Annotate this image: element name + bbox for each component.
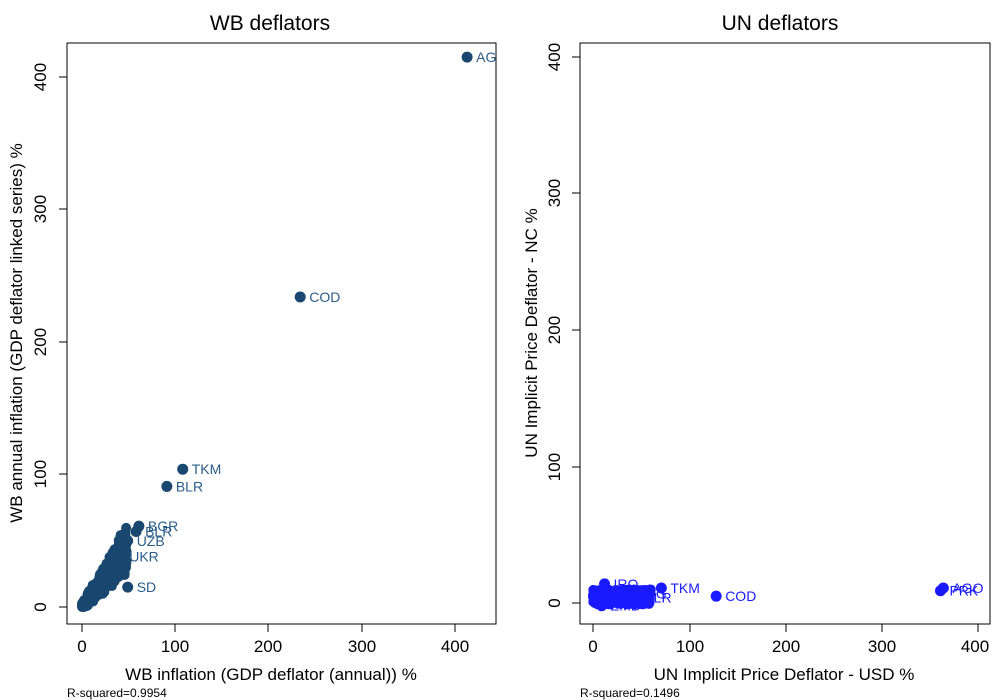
scatter-point <box>130 525 142 537</box>
panel-wb-y-ticks: 0 100 200 300 400 <box>31 63 67 612</box>
panel-wb-x-tick-label: 400 <box>441 637 469 656</box>
panel-un-y-tick-label: 300 <box>545 179 564 207</box>
scatter-point <box>122 581 134 593</box>
panel-un-x-ticks: 0 100 200 300 400 <box>588 624 989 656</box>
scatter-point <box>599 578 611 590</box>
panel-un-y-tick-label: 0 <box>545 598 564 607</box>
scatter-point <box>629 592 641 604</box>
cluster-point <box>84 591 95 602</box>
cluster-point <box>606 596 617 607</box>
panel-wb-y-axis-title: WB annual inflation (GDP deflator linked… <box>7 143 26 523</box>
panel-un-r-squared: R-squared=0.1496 <box>580 686 680 700</box>
point-label: UZB <box>137 533 165 549</box>
point-label: COD <box>309 289 340 305</box>
cluster-point <box>89 583 100 594</box>
panel-wb-y-tick-label: 300 <box>31 195 50 223</box>
scatter-point <box>161 480 173 492</box>
cluster-point <box>116 565 127 576</box>
panel-un-y-tick-label: 100 <box>545 453 564 481</box>
panel-wb-plot-frame <box>66 42 497 625</box>
point-label: IRQ <box>614 576 639 592</box>
scatter-point <box>655 582 667 594</box>
point-label: TKM <box>192 461 222 477</box>
point-label: BLR <box>644 590 671 606</box>
scatter-point <box>461 51 473 63</box>
scatter-point <box>934 585 946 597</box>
panel-un-x-axis-title: UN Implicit Price Deflator - USD % <box>654 665 915 684</box>
point-label: BLR <box>145 523 172 539</box>
scatter-point <box>641 587 653 599</box>
panel-un-title: UN deflators <box>722 12 839 35</box>
panel-wb-title: WB deflators <box>210 12 330 35</box>
cluster-point <box>600 588 611 599</box>
cluster-point <box>106 581 117 592</box>
panel-wb-point-cluster <box>77 522 132 612</box>
cluster-point <box>77 600 88 611</box>
panel-un-y-ticks: 0 100 200 300 400 <box>545 43 580 608</box>
point-label: PRK <box>949 583 978 599</box>
point-label: BGR <box>148 518 178 534</box>
cluster-point <box>616 588 627 599</box>
panel-wb-x-axis-title: WB inflation (GDP deflator (annual)) % <box>125 665 417 684</box>
point-label: BLR <box>176 478 203 494</box>
panel-wb-x-tick-label: 100 <box>161 637 189 656</box>
cluster-point <box>105 558 116 569</box>
panel-wb: WB deflators 0 100 200 300 400 0 100 200… <box>7 12 507 700</box>
panel-wb-x-tick-label: 300 <box>348 637 376 656</box>
panel-un-y-tick-label: 400 <box>545 43 564 71</box>
panel-un-x-tick-label: 0 <box>588 637 597 656</box>
panel-wb-x-tick-label: 200 <box>254 637 282 656</box>
panel-wb-y-tick-label: 400 <box>31 63 50 91</box>
panel-wb-y-tick-label: 200 <box>31 328 50 356</box>
scatter-point <box>596 600 608 612</box>
point-label: AGO <box>476 49 507 65</box>
point-label: SD <box>137 579 156 595</box>
panel-un-y-axis-title: UN Implicit Price Deflator - NC % <box>522 208 541 457</box>
scatter-point <box>710 590 722 602</box>
scatter-point <box>122 535 134 547</box>
point-label: AGO <box>952 580 983 596</box>
point-label: ZMB <box>611 598 641 614</box>
scatter-point <box>114 551 126 563</box>
panel-un-x-tick-label: 400 <box>961 637 989 656</box>
panel-wb-x-tick-label: 0 <box>77 637 86 656</box>
panel-wb-x-ticks: 0 100 200 300 400 <box>77 624 469 656</box>
panel-un-x-tick-label: 200 <box>772 637 800 656</box>
cluster-point <box>101 569 112 580</box>
point-label: UKR <box>129 549 159 565</box>
panel-un-x-tick-label: 300 <box>868 637 896 656</box>
scatter-point <box>177 463 189 475</box>
panel-un-y-tick-label: 200 <box>545 316 564 344</box>
panel-wb-y-tick-label: 0 <box>31 602 50 611</box>
point-label: COD <box>725 588 756 604</box>
panel-wb-y-tick-label: 100 <box>31 460 50 488</box>
scatter-point <box>294 291 306 303</box>
panel-un-plot-frame <box>579 42 991 625</box>
point-label: G <box>656 585 667 601</box>
panel-un: UN deflators 0 100 200 300 400 0 100 200… <box>522 12 991 700</box>
panel-un-x-tick-label: 100 <box>676 637 704 656</box>
panel-wb-r-squared: R-squared=0.9954 <box>67 686 167 700</box>
point-label: TKM <box>670 580 700 596</box>
